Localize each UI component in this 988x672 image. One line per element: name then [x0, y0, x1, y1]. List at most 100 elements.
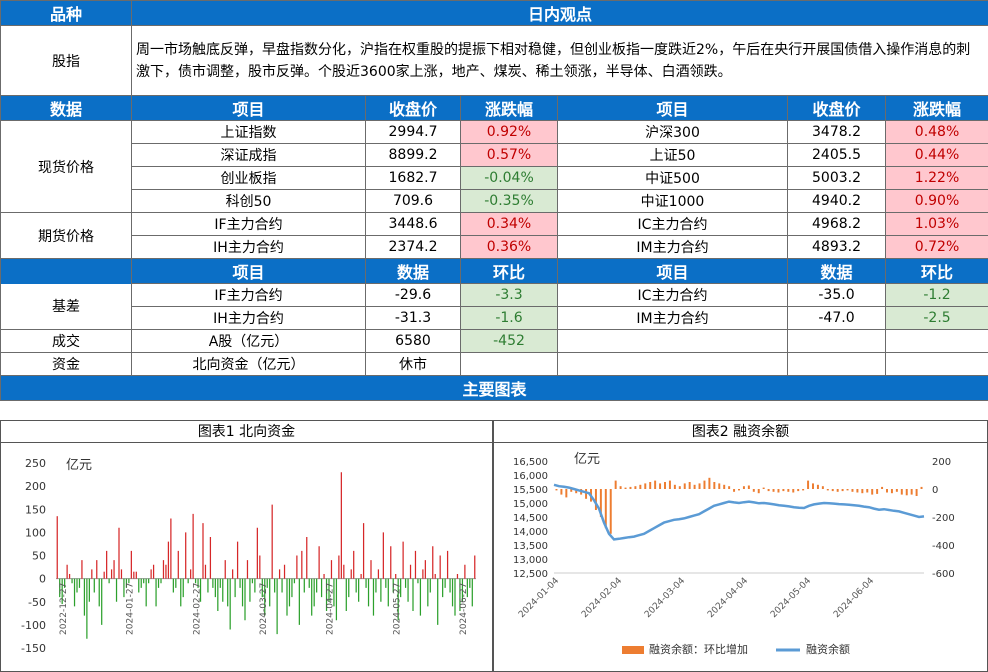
- spot-row-3: 科创50 709.6 -0.35% 中证1000 4940.2 0.90%: [1, 189, 988, 213]
- x-tick-label: 2024-03-04: [643, 576, 687, 620]
- bar: [76, 578, 78, 593]
- main-header-row: 品种 日内观点: [0, 0, 988, 26]
- x-tick-label: 2024-06-27: [459, 583, 469, 635]
- bar: [81, 560, 83, 579]
- bar: [96, 560, 98, 579]
- basis-value: -35.0: [787, 283, 886, 307]
- bar: [103, 571, 105, 579]
- basis-header-3: 项目: [557, 258, 788, 284]
- basis-header-0: 项目: [131, 258, 366, 284]
- y2-tick-label: -400: [932, 541, 955, 552]
- bar: [757, 489, 760, 494]
- spot-close: 2994.7: [365, 120, 461, 144]
- bar: [565, 489, 568, 498]
- bar: [68, 574, 71, 579]
- bar: [328, 578, 330, 602]
- bar: [414, 550, 417, 579]
- bar: [152, 564, 155, 579]
- spot-close: 8899.2: [365, 143, 461, 167]
- bar: [466, 578, 468, 598]
- bar: [91, 569, 93, 579]
- bar: [395, 574, 397, 579]
- y-tick-label: 16,000: [513, 471, 548, 482]
- bar: [348, 578, 350, 598]
- bar: [128, 578, 130, 584]
- turnover-value: 6580: [365, 329, 461, 353]
- bar: [575, 489, 578, 494]
- spot-label: 现货价格: [0, 120, 132, 213]
- spot-change: 0.90%: [884, 189, 988, 213]
- spot-close: 709.6: [365, 189, 461, 213]
- bar: [910, 489, 913, 495]
- bar: [895, 489, 898, 492]
- futures-close: 4893.2: [787, 235, 886, 259]
- y-tick-label: 14,500: [513, 513, 548, 524]
- bar: [920, 486, 923, 489]
- legend-label: 融资余额：环比增加: [649, 642, 748, 656]
- bar: [143, 578, 145, 584]
- basis-header-1: 数据: [365, 258, 461, 284]
- spot-item: 上证指数: [131, 120, 366, 144]
- bar: [604, 489, 607, 529]
- bar: [659, 483, 662, 489]
- bar: [688, 482, 691, 489]
- bar: [585, 489, 588, 499]
- market-table: 品种 日内观点 股指 周一市场触底反弹，早盘指数分化，沪指在权重股的提振下相对稳…: [0, 0, 988, 401]
- bar: [442, 578, 444, 598]
- bar: [678, 486, 681, 489]
- x-tick-label: 2024-04-27: [326, 583, 336, 635]
- bar: [915, 489, 918, 496]
- futures-close: 2374.2: [365, 235, 461, 259]
- bar: [362, 523, 365, 579]
- bar: [229, 578, 231, 630]
- bar: [207, 578, 209, 593]
- bar: [427, 578, 429, 607]
- x-tick-label: 2024-01-27: [126, 583, 136, 635]
- bar: [175, 578, 177, 588]
- spot-row-2: 创业板指 1682.7 -0.04% 中证500 5003.2 1.22%: [1, 166, 988, 190]
- bar: [629, 486, 632, 489]
- empty-cell: [557, 352, 788, 376]
- bar: [271, 504, 273, 579]
- bar: [385, 578, 387, 588]
- basis-header-2: 环比: [460, 258, 558, 284]
- bar: [377, 569, 380, 579]
- header-col-variety: 品种: [0, 0, 132, 26]
- bar: [402, 541, 404, 579]
- y-tick-label: 13,500: [513, 541, 548, 552]
- basis-item: IC主力合约: [557, 283, 788, 307]
- bar: [782, 489, 785, 492]
- bar: [742, 486, 745, 489]
- bar: [639, 484, 642, 489]
- bar: [812, 483, 814, 489]
- bar: [372, 578, 375, 616]
- basis-item: IF主力合约: [131, 283, 366, 307]
- futures-item: IF主力合约: [131, 212, 366, 236]
- bar: [400, 578, 402, 598]
- bar: [182, 578, 184, 598]
- bar: [747, 485, 750, 489]
- bar: [187, 578, 189, 584]
- turnover-item: A股（亿元）: [131, 329, 366, 353]
- bar: [288, 578, 291, 607]
- bar: [846, 489, 849, 491]
- price-header-0: 数据: [0, 95, 132, 121]
- bar: [59, 578, 61, 598]
- bar: [698, 483, 701, 489]
- bar: [594, 489, 597, 510]
- bar: [269, 578, 271, 607]
- bar: [777, 489, 780, 493]
- spot-item: 沪深300: [557, 120, 788, 144]
- bar: [199, 578, 202, 602]
- bar: [752, 489, 755, 492]
- capital-value: 休市: [365, 352, 461, 376]
- bar: [432, 546, 434, 579]
- y-tick-label: 200: [25, 480, 46, 493]
- bar: [266, 578, 268, 588]
- bar: [259, 555, 261, 579]
- bar: [826, 489, 829, 491]
- bar: [469, 578, 471, 588]
- bar: [345, 578, 347, 611]
- x-tick-label: 2024-06-04: [832, 576, 876, 620]
- bar: [350, 569, 352, 579]
